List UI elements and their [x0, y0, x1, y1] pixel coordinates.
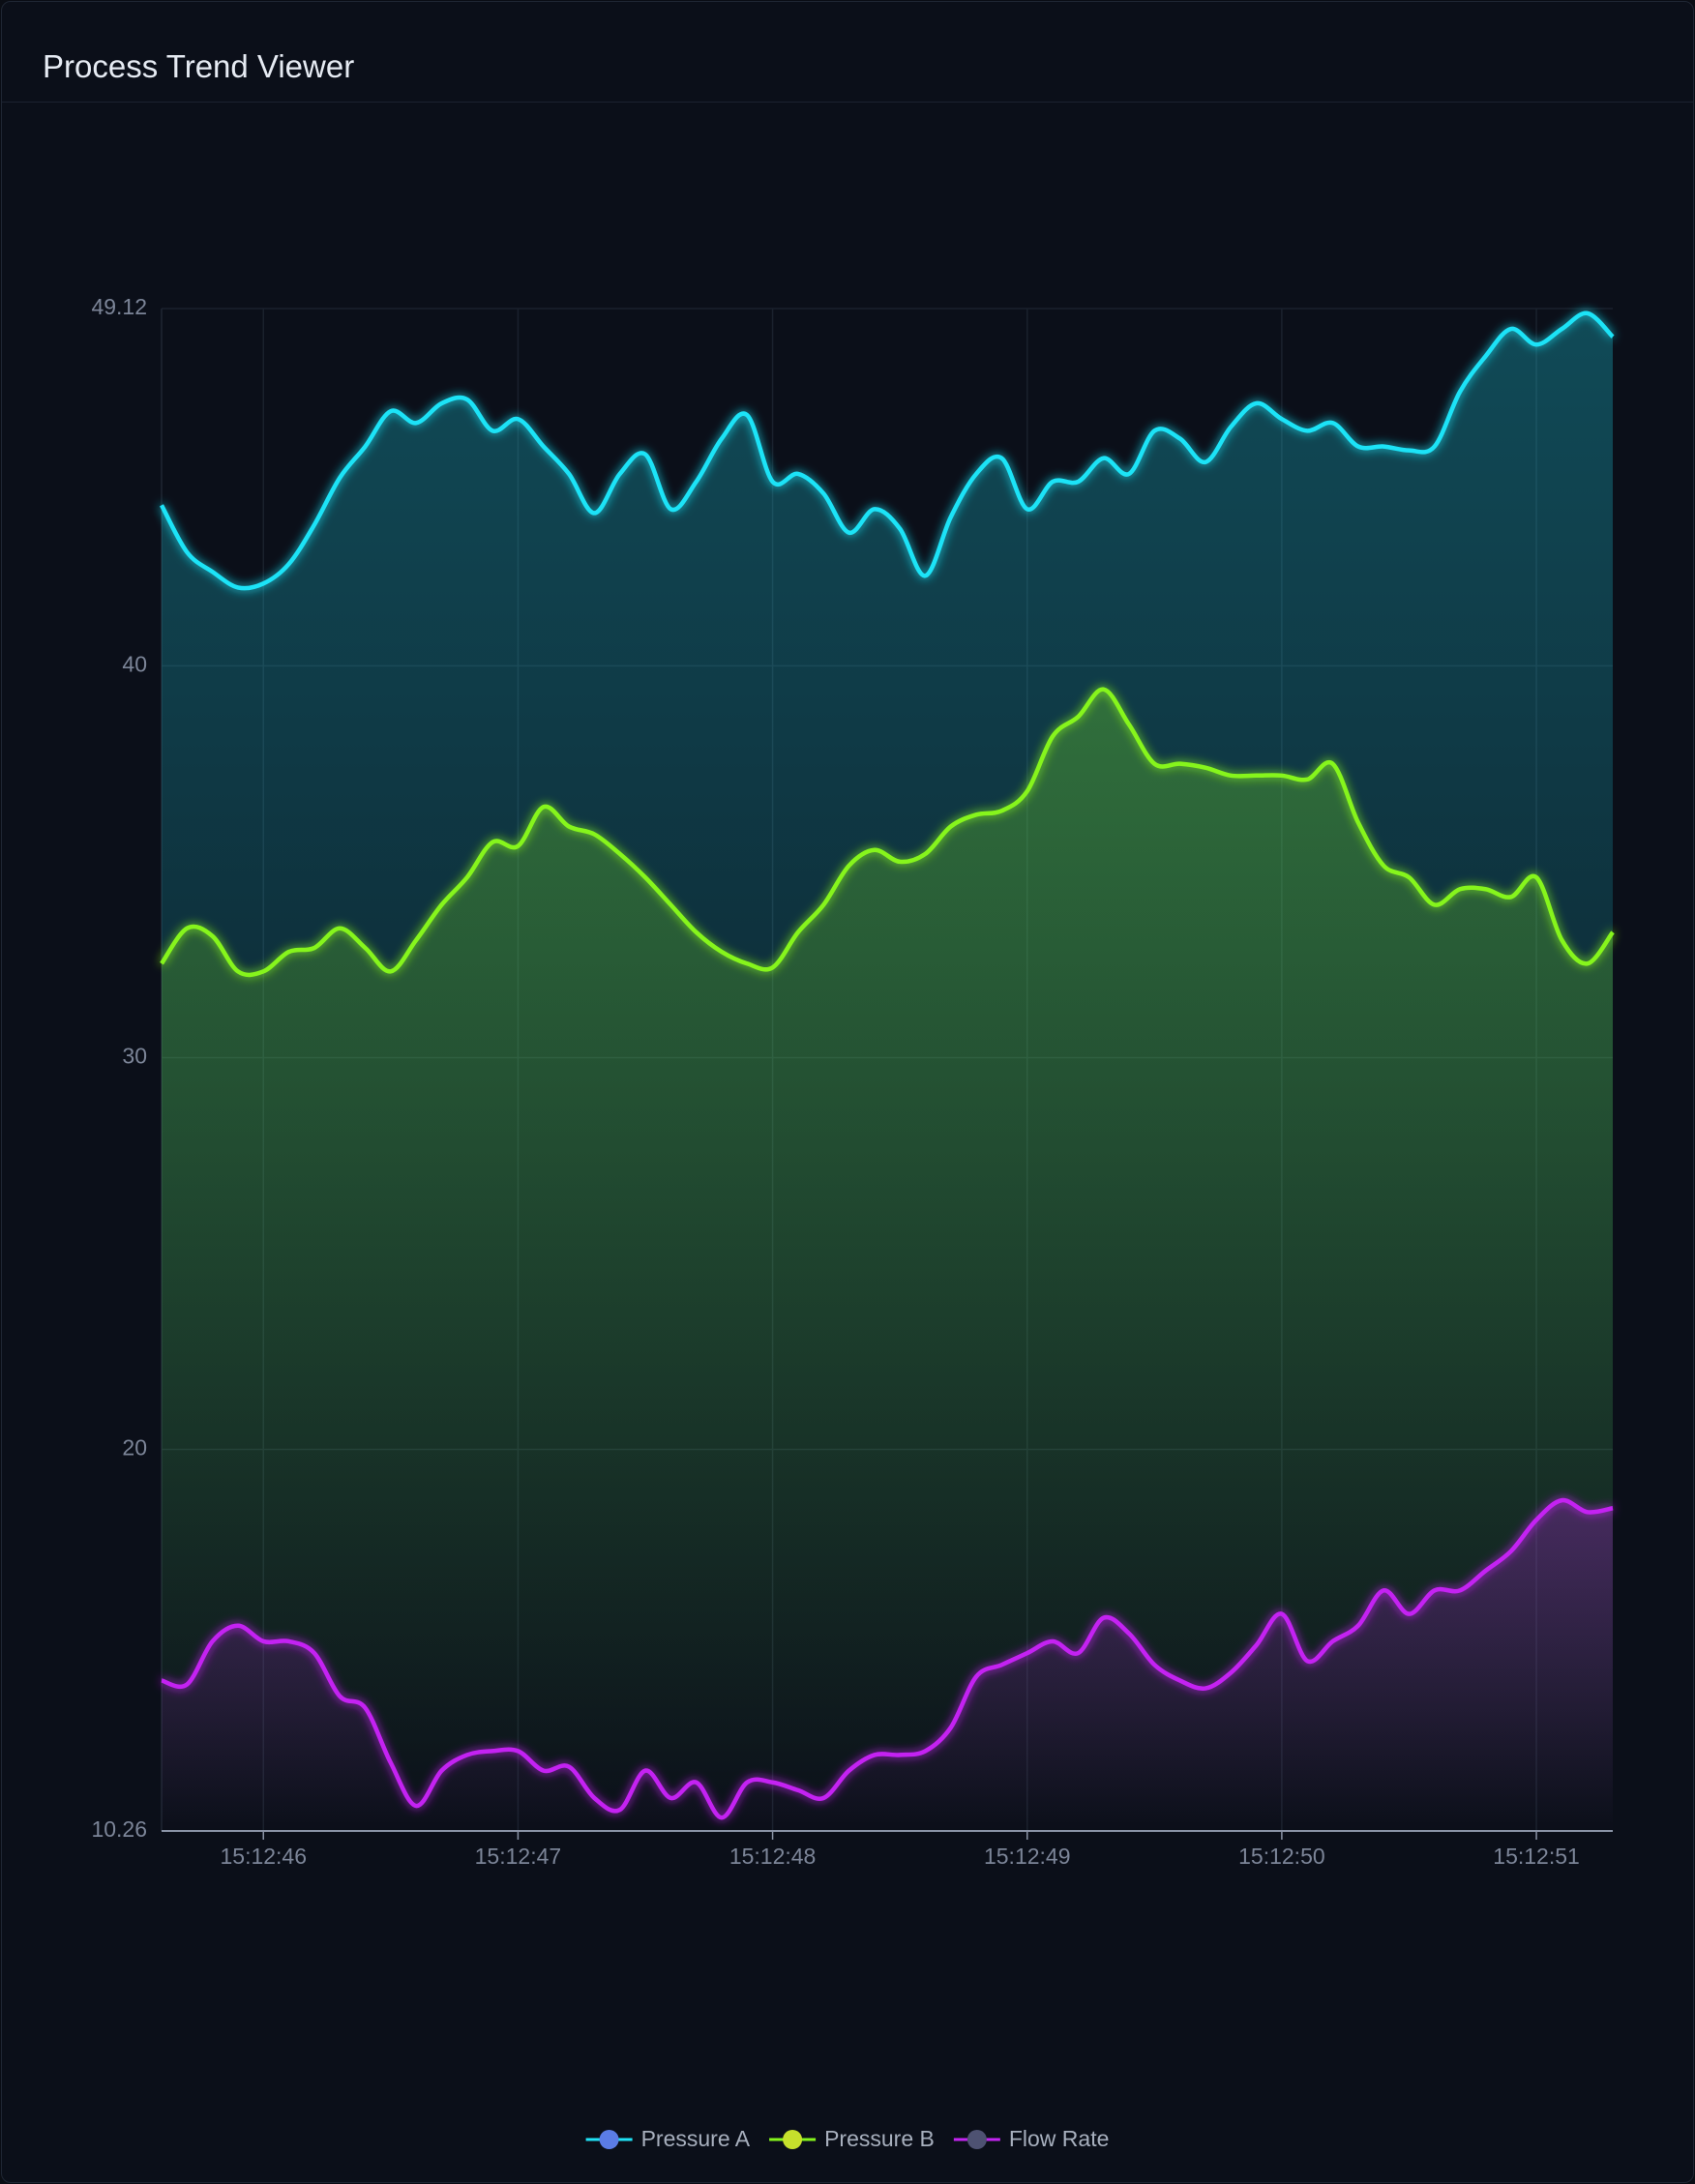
header: Process Trend Viewer [2, 2, 1693, 103]
x-tick-label: 15:12:50 [1238, 1844, 1325, 1869]
area [162, 689, 1613, 1831]
line [160, 310, 1615, 591]
area [162, 1500, 1613, 1831]
y-tick-label: 30 [122, 1044, 147, 1069]
legend-marker [599, 2130, 619, 2149]
legend-item: Pressure A [585, 2126, 751, 2151]
legend-label: Pressure A [641, 2126, 751, 2151]
legend-label: Flow Rate [1009, 2126, 1110, 2151]
legend-label: Pressure B [824, 2126, 935, 2151]
y-tick-label: 20 [122, 1435, 147, 1461]
title: Process Trend Viewer [43, 48, 355, 84]
x-tick-label: 15:12:51 [1493, 1844, 1580, 1869]
y-tick-label: 40 [122, 651, 147, 676]
y-tick-label: 49.12 [91, 294, 147, 319]
legend-item: Flow Rate [953, 2126, 1110, 2151]
x-tick-label: 15:12:49 [984, 1844, 1071, 1869]
legend: Pressure A Pressure B Flow Rate [585, 2126, 1110, 2151]
y-tick-label: 10.26 [91, 1816, 147, 1842]
x-tick-label: 15:12:46 [220, 1844, 307, 1869]
legend-item: Pressure B [769, 2126, 935, 2151]
x-tick-label: 15:12:47 [475, 1844, 562, 1869]
line [161, 1497, 1614, 1820]
legend-marker [783, 2130, 803, 2149]
line [160, 687, 1615, 978]
legend-marker [966, 2130, 987, 2149]
x-tick-label: 15:12:48 [729, 1844, 817, 1869]
